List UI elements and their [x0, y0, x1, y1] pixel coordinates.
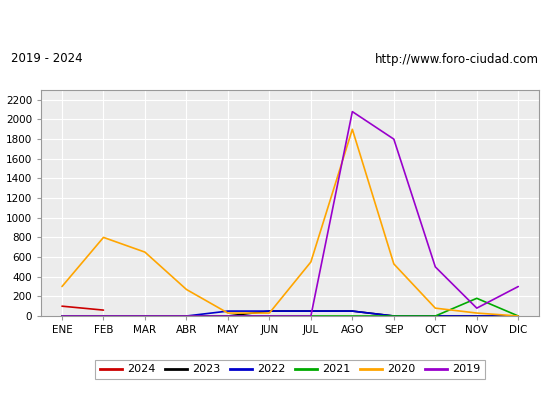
Legend: 2024, 2023, 2022, 2021, 2020, 2019: 2024, 2023, 2022, 2021, 2020, 2019	[95, 360, 485, 379]
Text: http://www.foro-ciudad.com: http://www.foro-ciudad.com	[375, 52, 539, 66]
Text: Evolucion Nº Turistas Nacionales en el municipio de Arres: Evolucion Nº Turistas Nacionales en el m…	[64, 16, 486, 30]
Text: 2019 - 2024: 2019 - 2024	[11, 52, 82, 66]
